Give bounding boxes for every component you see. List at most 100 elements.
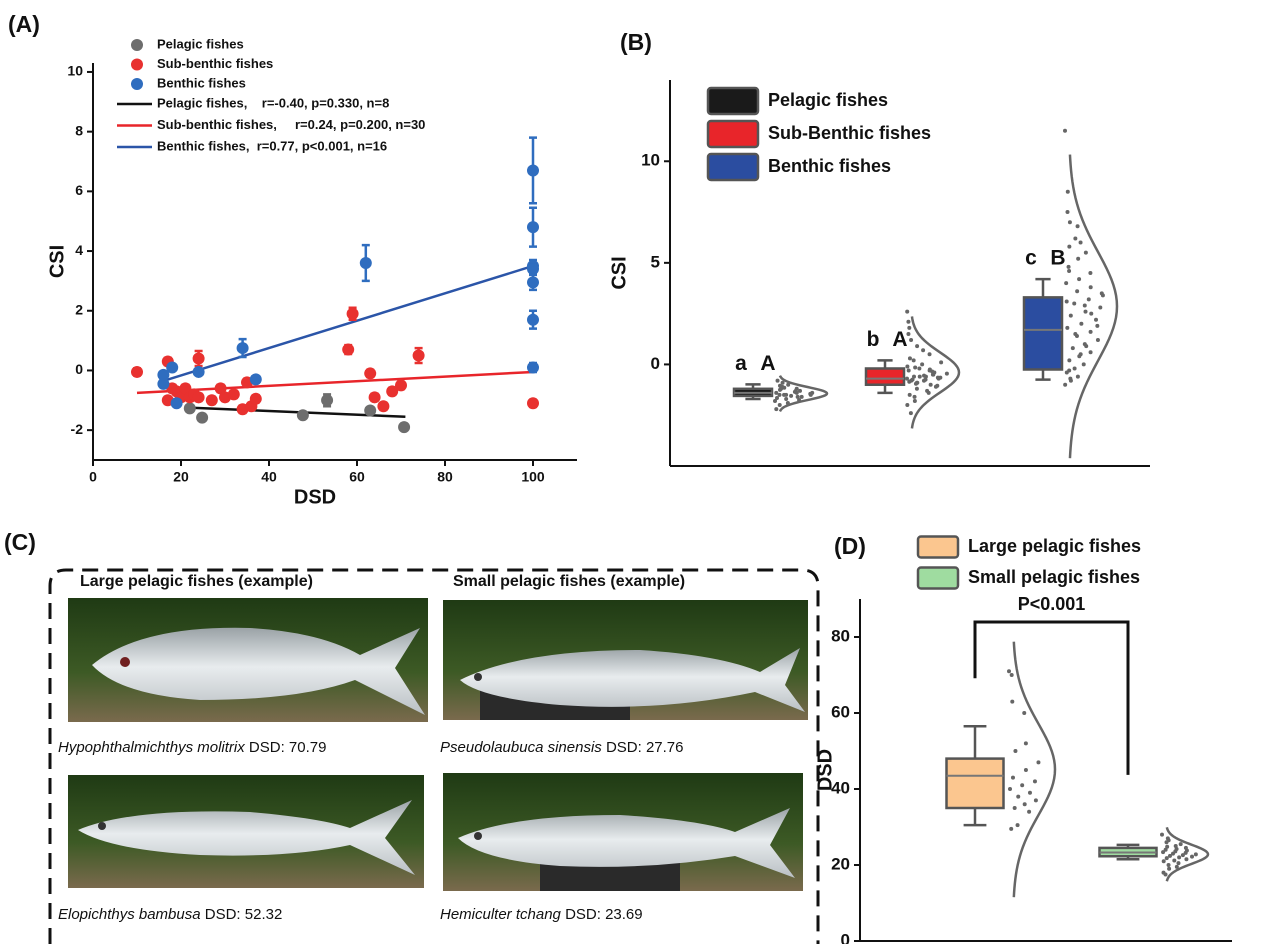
dsd-value: DSD: 27.76 xyxy=(606,739,684,756)
point xyxy=(1028,791,1032,795)
legend-label: Sub-benthic fishes xyxy=(157,56,273,71)
legend-marker xyxy=(131,78,143,90)
point xyxy=(776,379,780,383)
x-tick-label: 80 xyxy=(437,469,453,485)
point xyxy=(1168,854,1172,858)
point xyxy=(1073,366,1077,370)
y-axis-title: CSI xyxy=(46,245,68,278)
point xyxy=(800,395,804,399)
group-letter: A xyxy=(892,328,907,351)
point xyxy=(1079,241,1083,245)
point xyxy=(1089,285,1093,289)
legend-marker xyxy=(131,59,143,71)
point xyxy=(1066,190,1070,194)
point xyxy=(1076,224,1080,228)
species-name: Pseudolaubuca sinensis xyxy=(440,739,602,756)
point xyxy=(347,308,359,320)
point xyxy=(1167,838,1171,842)
point xyxy=(1013,806,1017,810)
legend-label: Benthic fishes, r=0.77, p<0.001, n=16 xyxy=(157,138,387,153)
photo-caption: Hemiculter tchang DSD: 23.69 xyxy=(440,906,643,923)
legend-swatch xyxy=(708,121,758,147)
point xyxy=(1082,362,1086,366)
point xyxy=(1066,210,1070,214)
point xyxy=(1165,856,1169,860)
point xyxy=(1013,749,1017,753)
point xyxy=(922,374,926,378)
point xyxy=(1010,673,1014,677)
point xyxy=(1177,855,1181,859)
point xyxy=(1190,855,1194,859)
point xyxy=(250,393,262,405)
y-tick-label: 4 xyxy=(75,242,83,258)
point xyxy=(297,409,309,421)
point xyxy=(1100,291,1104,295)
x-axis-title: DSD xyxy=(294,486,336,508)
species-name: Hypophthalmichthys molitrix xyxy=(58,739,245,756)
point xyxy=(1067,358,1071,362)
point xyxy=(921,348,925,352)
legend-label: Pelagic fishes, r=-0.40, p=0.330, n=8 xyxy=(157,95,389,110)
panel-label: (D) xyxy=(834,533,866,559)
y-tick-label: 6 xyxy=(75,182,83,198)
point xyxy=(912,375,916,379)
point xyxy=(909,411,913,415)
point xyxy=(1068,377,1072,381)
point xyxy=(913,365,917,369)
point xyxy=(1079,322,1083,326)
point xyxy=(1069,314,1073,318)
point xyxy=(1077,277,1081,281)
group-letter: A xyxy=(760,352,775,375)
point xyxy=(1184,857,1188,861)
point xyxy=(1161,850,1165,854)
point xyxy=(342,344,354,356)
point xyxy=(928,368,932,372)
x-tick-label: 40 xyxy=(261,469,277,485)
point xyxy=(1072,301,1076,305)
legend-label: Sub-Benthic fishes xyxy=(768,123,931,143)
point xyxy=(931,373,935,377)
point xyxy=(786,383,790,387)
point xyxy=(928,352,932,356)
point xyxy=(1087,297,1091,301)
point xyxy=(924,378,928,382)
point xyxy=(1175,865,1179,869)
point xyxy=(1024,768,1028,772)
point xyxy=(1073,236,1077,240)
point xyxy=(364,404,376,416)
photo xyxy=(68,775,424,888)
point xyxy=(1172,858,1176,862)
point xyxy=(1063,383,1067,387)
photo-caption: Hypophthalmichthys molitrix DSD: 70.79 xyxy=(58,739,326,756)
point xyxy=(905,310,909,314)
point xyxy=(1064,281,1068,285)
point xyxy=(364,367,376,379)
point xyxy=(907,326,911,330)
point xyxy=(920,362,924,366)
point xyxy=(369,391,381,403)
y-axis-title: CSI xyxy=(608,256,630,289)
photo-header: Large pelagic fishes (example) xyxy=(80,573,313,590)
point xyxy=(1194,852,1198,856)
point xyxy=(1024,741,1028,745)
y-tick-label: 0 xyxy=(651,354,660,373)
point xyxy=(527,397,539,409)
point xyxy=(527,221,539,233)
point xyxy=(774,407,778,411)
panel-label: (C) xyxy=(4,529,36,555)
dsd-value: DSD: 23.69 xyxy=(565,906,643,923)
group-letter: c xyxy=(1025,247,1037,270)
point xyxy=(1071,346,1075,350)
point xyxy=(1179,842,1183,846)
point xyxy=(912,358,916,362)
point xyxy=(1007,669,1011,673)
point xyxy=(913,395,917,399)
point xyxy=(1067,265,1071,269)
point xyxy=(1020,783,1024,787)
legend-marker xyxy=(131,39,143,51)
photo xyxy=(443,600,808,720)
point xyxy=(527,164,539,176)
photo-caption: Elopichthys bambusa DSD: 52.32 xyxy=(58,906,282,923)
point xyxy=(905,403,909,407)
point xyxy=(795,387,799,391)
